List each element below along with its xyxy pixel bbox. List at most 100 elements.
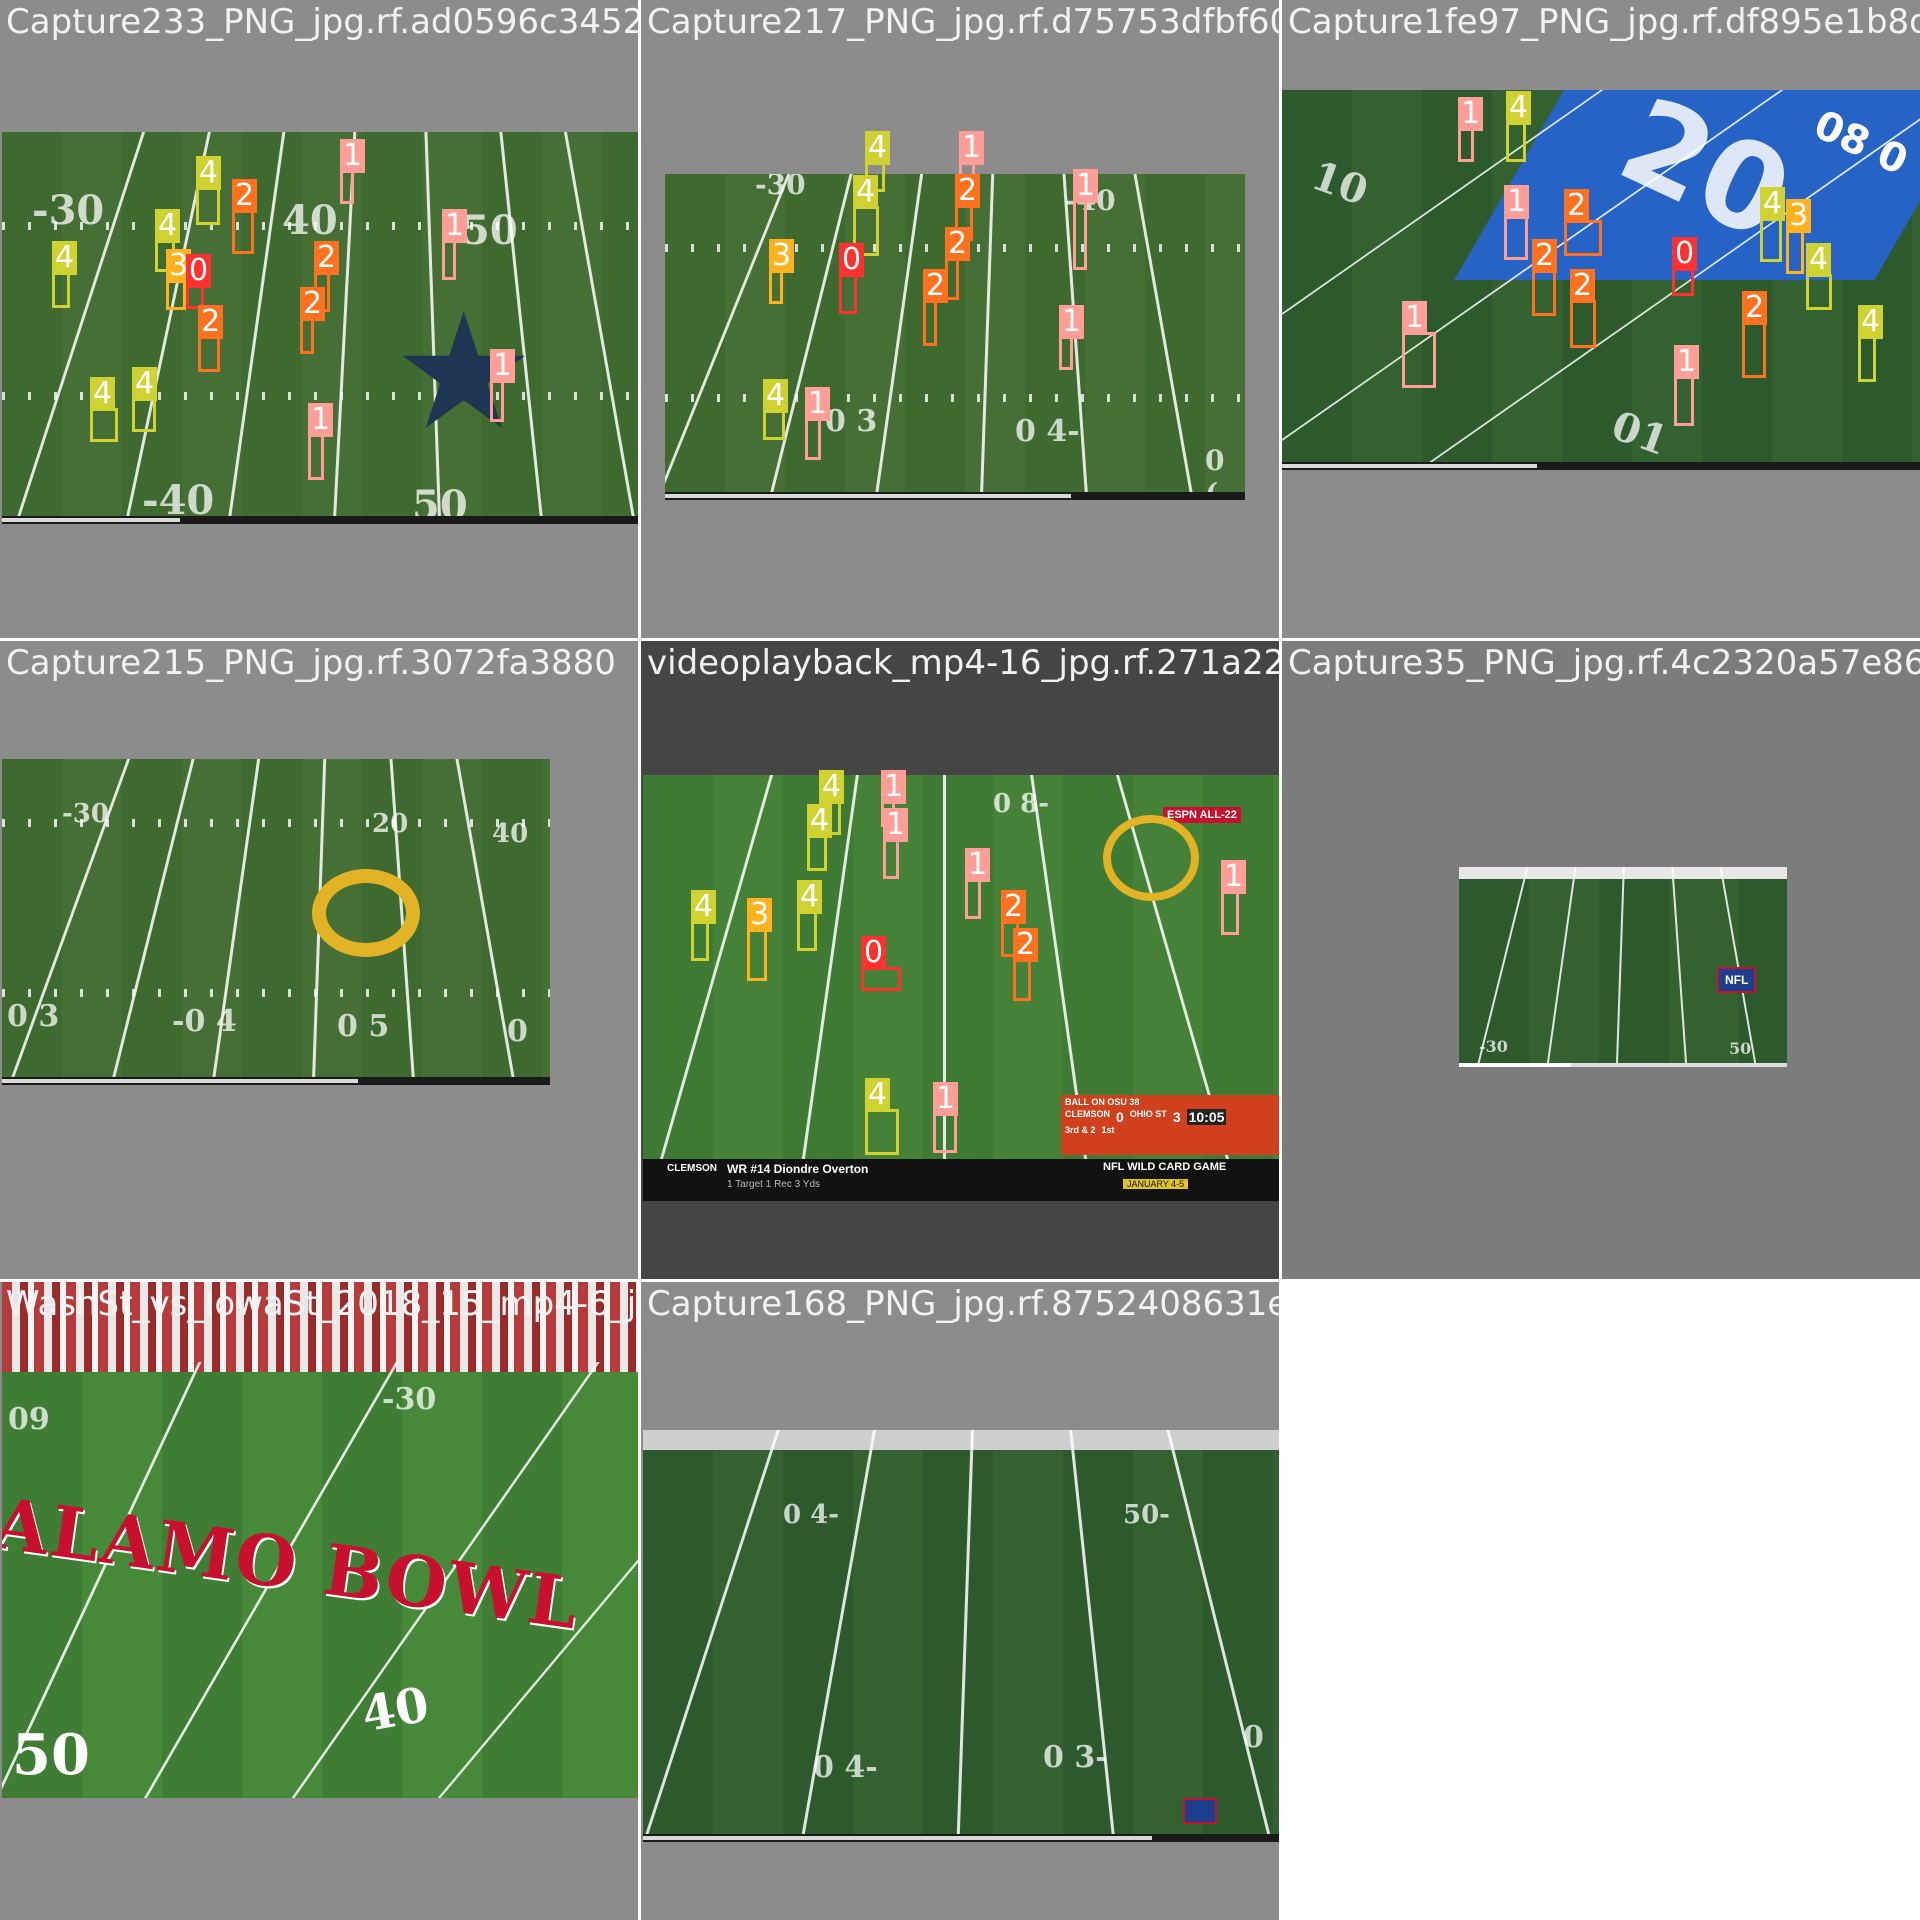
detection-box: 4 [865,1078,899,1155]
box-label: 4 [691,890,717,924]
yard-number: 50 [12,1722,90,1788]
box-label: 1 [442,209,468,243]
box-label: 2 [1742,291,1768,325]
box-label: 1 [490,349,516,383]
detection-box: 1 [933,1082,959,1153]
detection-box: 1 [1073,169,1099,270]
detection-box: 0 [1672,237,1698,296]
box-label: 2 [198,305,224,339]
scorebug-quarter: 1st [1101,1125,1115,1135]
mosaic-tile-capture215: -30 20 40 0 3 -0 4 0 5 0 4 1 1 3 0 2 2 4… [0,641,638,1279]
box-label: 1 [1221,860,1247,894]
box-label: 4 [807,804,833,838]
progress-bar[interactable] [643,1834,1279,1842]
box-label: 1 [805,387,831,421]
progress-bar[interactable] [1459,1063,1787,1067]
detection-box: 2 [1570,269,1596,348]
box-label: 1 [881,770,907,804]
detection-box: 0 [839,243,865,314]
crowd-background [2,1282,638,1372]
detection-box: 1 [965,848,991,919]
yard-number: -30 [32,187,105,234]
box-label: 3 [769,239,795,273]
scorebug-situation: BALL ON OSU 38 [1065,1097,1140,1107]
nfl-logo-icon: NFL [1717,967,1757,993]
box-label: 2 [1564,189,1590,223]
lower-third-banner-sub: JANUARY 4-5 [1123,1179,1189,1189]
yard-number: 0 3 [825,404,878,439]
box-label: 4 [763,379,789,413]
box-label: 1 [1402,301,1428,335]
detection-box: 2 [1532,239,1558,316]
lower-third: CLEMSON WR #14 Diondre Overton 1 Target … [643,1159,1279,1201]
detection-box: 2 [1013,928,1039,1001]
detection-box: 2 [1564,189,1602,256]
progress-bar[interactable] [2,516,638,524]
lower-third-player: WR #14 Diondre Overton [727,1162,869,1176]
detection-box: 4 [797,880,823,951]
mosaic-tile-videoplayback: 0 8- ESPN ALL-22 BALL ON OSU 38 CLEMSON … [641,641,1279,1279]
yard-number: 40 [282,197,338,244]
box-label: 4 [819,770,845,804]
yard-number: 0 4- [1015,414,1080,449]
yard-number: 0 4- [783,1500,840,1530]
box-label: 1 [933,1082,959,1116]
detection-box: 4 [1760,187,1786,262]
field-image: 50 40 -30 09 ALAMO BOWL [2,1282,638,1798]
tile-title: videoplayback_mp4-16_jpg.rf.271a221 [647,643,1279,683]
box-label: 1 [1674,345,1700,379]
yard-number: 0 5 [337,1009,390,1044]
detection-box: 1 [1402,301,1436,388]
detection-box: 4 [1506,91,1532,162]
tile-title: Capture1fe97_PNG_jpg.rf.df895e1b8d5c [1288,2,1920,42]
box-label: 2 [923,269,949,303]
mosaic-tile-washst-iowast: 50 40 -30 09 ALAMO BOWL 1 1 4 4 1 2 2 0 … [0,1282,638,1920]
box-label: 0 [861,936,887,970]
yard-number: 40 [357,1676,434,1744]
scorebug-score1: 0 [1116,1109,1124,1125]
tile-title: Capture168_PNG_jpg.rf.8752408631eaa3dc3c… [647,1284,1279,1324]
yard-number: 40 [492,819,529,849]
mosaic-tile-capture168: 0 4- 0 4- 50- 0 3- 0 4 1 4 2 1 3 0 2 1 4… [641,1282,1279,1920]
box-label: 4 [865,1078,891,1112]
yard-number: 50 [462,207,518,254]
yard-number: 20 [372,809,409,839]
field-image: 0 4- 0 4- 50- 0 3- 0 [643,1430,1279,1842]
progress-bar[interactable] [2,1077,550,1085]
detection-box: 2 [923,269,949,346]
box-label: 1 [308,403,334,437]
detection-box: 1 [805,387,831,460]
detection-box: 2 [955,174,981,241]
yard-number: 09 [8,1402,50,1437]
detection-box: 1 [1504,185,1530,260]
box-label: 4 [797,880,823,914]
tile-title: Capture215_PNG_jpg.rf.3072fa3880 [6,643,616,683]
box-label: 2 [1013,928,1039,962]
detection-box: 1 [1458,97,1484,162]
detection-box: 3 [769,239,795,304]
mosaic-tile-capture217: -30 -40 0 3 0 4- 0 ( 4 1 2 1 4 3 2 0 2 1… [641,0,1279,638]
yard-number: -30 [1479,1037,1508,1056]
lower-third-banner: NFL WILD CARD GAME [1103,1161,1227,1173]
tile-title: WashSt_vs_IowaSt_2018_15_mp4-6_jpg.rf [6,1284,638,1324]
detection-box: 2 [198,305,224,372]
progress-bar[interactable] [665,492,1245,500]
box-label: 0 [839,243,865,277]
box-label: 1 [959,131,985,165]
box-label: 4 [132,367,158,401]
detection-box: 0 [186,254,212,309]
yard-number: 0 3- [1043,1740,1108,1775]
yard-number: 50- [1123,1500,1170,1530]
field-image: 0 8- ESPN ALL-22 BALL ON OSU 38 CLEMSON … [643,775,1279,1201]
detection-box: 4 [1858,305,1884,382]
progress-bar[interactable] [1282,462,1920,470]
detection-box: 3 [1786,199,1812,274]
detection-box: 3 [166,249,192,310]
yard-number: -30 [755,174,806,201]
detection-box: 1 [1059,305,1085,370]
box-label: 4 [90,377,116,411]
box-label: 2 [314,241,340,275]
yard-number: 01 [1605,401,1675,466]
box-label: 4 [1806,243,1832,277]
box-label: 2 [300,287,326,321]
